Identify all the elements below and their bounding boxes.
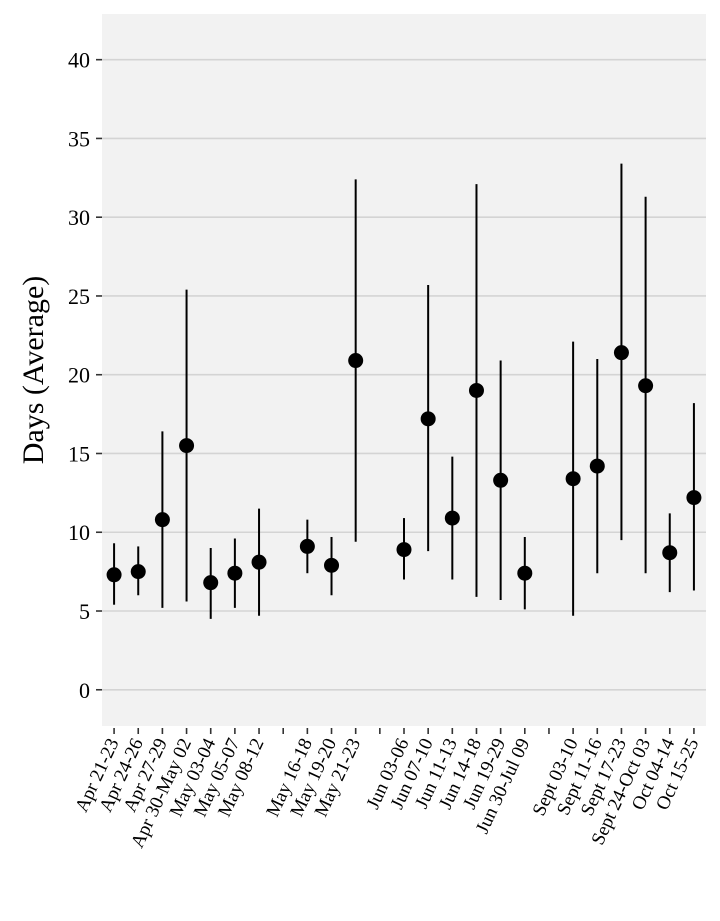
mean-point xyxy=(396,542,412,558)
plot-panel xyxy=(102,14,706,726)
mean-point xyxy=(638,378,654,394)
mean-point xyxy=(493,472,509,488)
y-tick-label: 40 xyxy=(68,48,90,73)
mean-point xyxy=(179,438,195,454)
y-tick-label: 30 xyxy=(68,205,90,230)
y-tick-label: 15 xyxy=(68,441,90,466)
mean-point xyxy=(613,345,629,361)
mean-point xyxy=(662,545,678,561)
mean-point xyxy=(589,458,605,474)
mean-point xyxy=(517,565,533,581)
mean-point xyxy=(203,575,219,591)
grid-lines xyxy=(102,58,706,691)
y-axis: 0 5 10 15 20 25 30 35 40 xyxy=(68,48,102,703)
mean-point xyxy=(565,471,581,487)
mean-point xyxy=(420,411,436,427)
mean-point xyxy=(324,557,340,573)
mean-point xyxy=(227,565,243,581)
y-tick-label: 5 xyxy=(79,599,90,624)
y-tick-label: 10 xyxy=(68,520,90,545)
mean-point xyxy=(686,490,702,506)
mean-point xyxy=(444,510,460,526)
mean-point xyxy=(154,512,170,528)
mean-point xyxy=(468,382,484,398)
series-points xyxy=(106,163,702,619)
mean-point xyxy=(106,567,122,583)
y-tick-label: 0 xyxy=(79,678,90,703)
y-tick-label: 20 xyxy=(68,363,90,388)
mean-point xyxy=(251,554,267,570)
y-tick-label: 25 xyxy=(68,284,90,309)
mean-point xyxy=(348,353,364,369)
y-tick-label: 35 xyxy=(68,126,90,151)
y-axis-title: Days (Average) xyxy=(17,276,50,465)
mean-point xyxy=(130,564,146,580)
mean-point xyxy=(299,538,315,554)
